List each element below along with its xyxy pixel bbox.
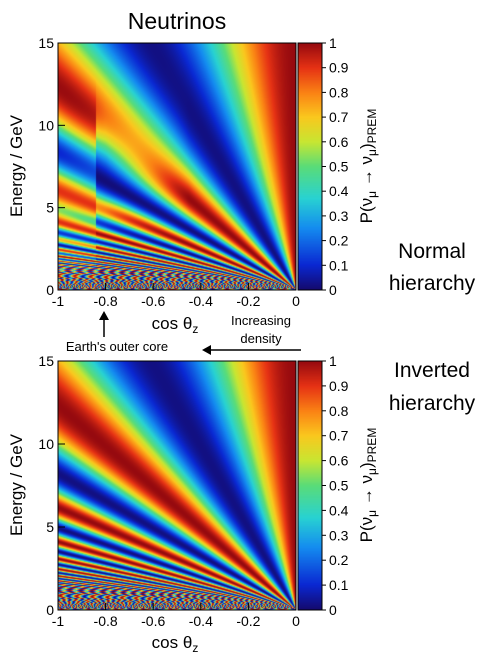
colorbar-tick-label: 0 <box>329 602 337 618</box>
density-annotation-1: Increasing <box>231 313 291 328</box>
colorbar-normal <box>298 43 322 290</box>
colorbar-tick-label: 0.3 <box>329 208 349 224</box>
colorbar-tick-label: 0.7 <box>329 109 349 125</box>
colorbar-tick-label: 1 <box>329 353 337 369</box>
colorbar-tick-label: 0.7 <box>329 428 349 444</box>
density-arrow-head <box>202 345 211 355</box>
colorbar-tick-label: 0.5 <box>329 478 349 494</box>
y-tick-label: 15 <box>38 353 54 369</box>
colorbar-tick-label: 0.4 <box>329 502 349 518</box>
heatmap-inverted-frame <box>58 361 296 610</box>
colorbar-tick-label: 0.4 <box>329 183 349 199</box>
x-tick-label: -0.4 <box>189 613 213 629</box>
heatmap-inverted <box>58 361 296 610</box>
panel-label-normal-2: hierarchy <box>389 272 476 295</box>
colorbar-label-inverted: P(νμ → νμ)PREM <box>357 428 379 543</box>
colorbar-label-normal: P(νμ → νμ)PREM <box>357 109 379 224</box>
x-axis-label-normal: cos θz <box>152 314 199 336</box>
colorbar-tick-label: 1 <box>329 35 337 51</box>
core-arrow-head <box>99 311 109 320</box>
y-tick-label: 0 <box>46 282 54 298</box>
y-tick-label: 10 <box>38 436 54 452</box>
y-axis-label-normal: Energy / GeV <box>7 114 26 217</box>
colorbar-ticks-normal: 0 0.1 0.2 0.3 0.4 0.5 0.6 0.7 0.8 0.9 1 <box>322 35 349 298</box>
y-tick-label: 15 <box>38 35 54 51</box>
colorbar-tick-label: 0.2 <box>329 233 349 249</box>
x-tick-label: 0 <box>292 613 300 629</box>
x-tick-label: 0 <box>292 293 300 309</box>
x-tick-label: -0.8 <box>94 613 118 629</box>
x-tick-label: -0.8 <box>94 293 118 309</box>
panel-label-inverted-1: Inverted <box>394 359 470 382</box>
y-tick-label: 10 <box>38 117 54 133</box>
y-tick-label: 5 <box>46 519 54 535</box>
colorbar-ticks-inverted: 0 0.1 0.2 0.3 0.4 0.5 0.6 0.7 0.8 0.9 1 <box>322 353 349 618</box>
colorbar-tick-label: 0.2 <box>329 552 349 568</box>
colorbar-tick-label: 0.3 <box>329 527 349 543</box>
x-tick-label: -0.6 <box>141 293 165 309</box>
colorbar-tick-label: 0.8 <box>329 84 349 100</box>
chart-title: Neutrinos <box>128 8 226 34</box>
x-tick-label: -0.2 <box>236 293 260 309</box>
panel-label-inverted-2: hierarchy <box>389 392 476 415</box>
core-annotation: Earth's outer core <box>66 339 168 354</box>
panel-label-normal-1: Normal <box>398 240 466 263</box>
x-axis-label-inverted: cos θz <box>152 633 199 655</box>
colorbar-tick-label: 0.1 <box>329 577 349 593</box>
colorbar-inverted <box>298 361 322 610</box>
y-tick-label: 5 <box>46 200 54 216</box>
x-tick-label: -0.4 <box>189 293 213 309</box>
colorbar-tick-label: 0.5 <box>329 159 349 175</box>
heatmap-normal-frame <box>58 43 296 290</box>
x-tick-label: -0.2 <box>236 613 260 629</box>
colorbar-tick-label: 0.8 <box>329 403 349 419</box>
colorbar-tick-label: 0.6 <box>329 453 349 469</box>
colorbar-tick-label: 0.6 <box>329 134 349 150</box>
y-tick-label: 0 <box>46 602 54 618</box>
density-annotation-2: density <box>240 331 282 346</box>
heatmap-normal <box>58 43 296 290</box>
colorbar-tick-label: 0.9 <box>329 60 349 76</box>
colorbar-normal-frame <box>298 43 322 290</box>
colorbar-tick-label: 0.9 <box>329 378 349 394</box>
y-axis-label-inverted: Energy / GeV <box>7 433 26 536</box>
colorbar-inverted-frame <box>298 361 322 610</box>
colorbar-tick-label: 0.1 <box>329 257 349 273</box>
x-tick-label: -0.6 <box>141 613 165 629</box>
colorbar-tick-label: 0 <box>329 282 337 298</box>
